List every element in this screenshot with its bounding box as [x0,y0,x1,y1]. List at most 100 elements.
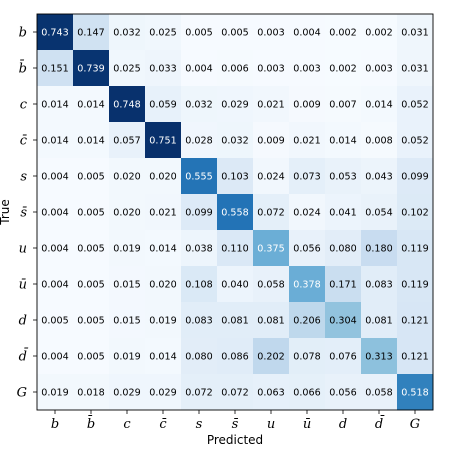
cell-value-label: 0.043 [365,171,392,182]
heatmap-cell [73,158,110,195]
heatmap-cell [289,86,326,123]
cell-value-label: 0.015 [113,279,140,290]
heatmap-cell [217,122,254,159]
cell-value-label: 0.005 [77,351,104,362]
cell-value-label: 0.072 [257,207,284,218]
heatmap-cell [361,194,398,231]
heatmap-cell [361,266,398,303]
heatmap-cell [37,230,74,267]
cell-value-label: 0.025 [149,27,176,38]
cell-value-label: 0.014 [41,135,68,146]
cell-value-label: 0.375 [257,243,284,254]
cell-value-label: 0.019 [113,243,140,254]
cell-value-label: 0.072 [221,387,248,398]
heatmap-cell [217,86,254,123]
x-tick-label: d̄ [375,415,385,432]
heatmap-cell [397,14,434,51]
heatmap-cell [109,50,146,87]
x-tick-label: b̄ [87,415,95,432]
cell-value-label: 0.057 [113,135,140,146]
x-tick-label: c [123,417,131,432]
cell-value-label: 0.019 [113,351,140,362]
heatmap-cell [145,14,182,51]
cell-value-label: 0.003 [365,63,392,74]
heatmap-cell [361,302,398,339]
cell-value-label: 0.002 [329,63,356,74]
cell-value-label: 0.021 [149,207,176,218]
heatmap-cell [325,338,362,375]
heatmap-cell [397,374,434,411]
cell-value-label: 0.052 [401,135,428,146]
y-tick-label: c [20,98,28,113]
cell-value-label: 0.739 [77,63,104,74]
y-axis-ticks: b b̄ c c̄ s s̄ u ū d d̄ G [17,26,37,401]
cell-value-label: 0.003 [257,63,284,74]
cell-value-label: 0.058 [257,279,284,290]
cell-value-label: 0.005 [77,243,104,254]
heatmap-cell [145,86,182,123]
y-tick-label: s [20,170,27,185]
heatmap-cell [361,14,398,51]
heatmap-cell [253,122,290,159]
heatmap-cell [73,86,110,123]
cell-value-label: 0.005 [77,207,104,218]
cell-value-label: 0.743 [41,27,68,38]
cell-value-label: 0.151 [41,63,68,74]
cell-value-label: 0.751 [149,135,176,146]
heatmap-cell [397,50,434,87]
heatmap-cell [361,338,398,375]
heatmap-cell [361,50,398,87]
cell-value-label: 0.081 [365,315,392,326]
heatmap-cell [181,230,218,267]
heatmap-cell [397,302,434,339]
cell-value-label: 0.059 [149,99,176,110]
cell-value-label: 0.019 [149,315,176,326]
heatmap-cell [73,194,110,231]
cell-value-label: 0.020 [149,279,176,290]
cell-value-label: 0.021 [257,99,284,110]
cell-value-label: 0.102 [401,207,428,218]
heatmap-cell [361,122,398,159]
heatmap-cell [37,122,74,159]
x-tick-label: b [51,417,59,432]
heatmap-cell [397,122,434,159]
cell-value-label: 0.004 [41,171,68,182]
cell-value-label: 0.008 [365,135,392,146]
cell-value-label: 0.004 [41,279,68,290]
cell-value-label: 0.020 [113,171,140,182]
heatmap-cell [325,86,362,123]
cell-value-label: 0.171 [329,279,356,290]
heatmap-cell [145,122,182,159]
heatmap-cell [37,50,74,87]
cell-value-label: 0.080 [185,351,212,362]
heatmap-cell [145,230,182,267]
cell-value-label: 0.032 [185,99,212,110]
heatmap-cell [37,14,74,51]
heatmap-cell [109,86,146,123]
x-tick-label: s [196,417,203,432]
heatmap-cell [325,266,362,303]
cell-value-label: 0.004 [41,351,68,362]
cell-value-label: 0.020 [149,171,176,182]
cell-value-label: 0.005 [77,315,104,326]
heatmap-cell [73,230,110,267]
cell-value-label: 0.024 [257,171,284,182]
cell-value-label: 0.110 [221,243,248,254]
heatmap-cell [181,122,218,159]
x-tick-label: c̄ [159,417,167,432]
y-tick-label: G [17,386,27,401]
heatmap-cell [145,158,182,195]
cell-value-label: 0.002 [329,27,356,38]
cell-value-label: 0.020 [113,207,140,218]
heatmap-cell [217,266,254,303]
heatmap-cell [325,14,362,51]
heatmap-cell [37,374,74,411]
heatmap-cell [253,230,290,267]
heatmap-cell [325,230,362,267]
heatmap-cell [253,50,290,87]
cell-value-label: 0.052 [401,99,428,110]
x-tick-label: s̄ [232,417,239,432]
cell-value-label: 0.081 [257,315,284,326]
heatmap-cell [289,338,326,375]
